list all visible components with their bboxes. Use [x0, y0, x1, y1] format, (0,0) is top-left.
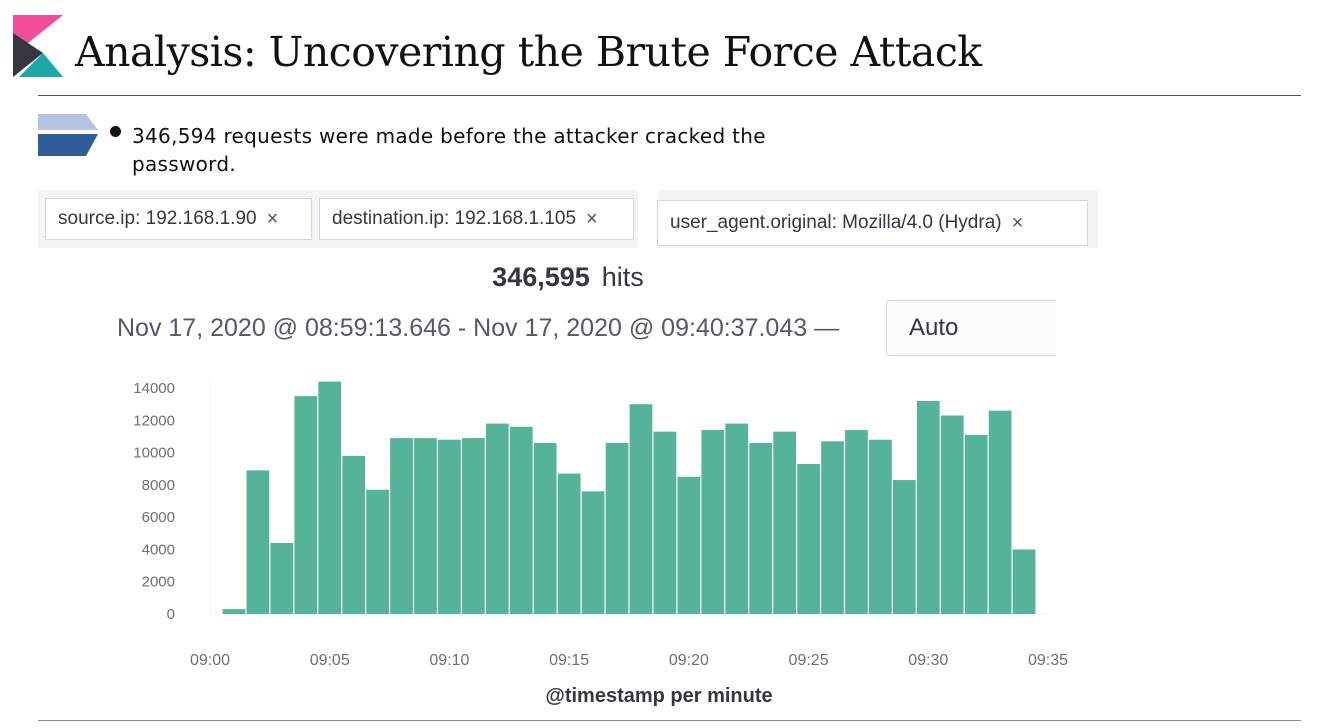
histogram-bar: [605, 442, 629, 614]
kibana-logo-icon: [13, 15, 63, 77]
bullet-dot: [110, 126, 121, 137]
hits-count: 346,595 hits: [38, 262, 1098, 293]
filter-pill-source-ip[interactable]: source.ip: 192.168.1.90 ×: [45, 198, 312, 240]
slide-title: Analysis: Uncovering the Brute Force Att…: [75, 28, 982, 76]
histogram-bar: [222, 609, 246, 614]
histogram-bar: [366, 489, 389, 614]
x-axis-title: @timestamp per minute: [545, 685, 772, 707]
filter-bar: source.ip: 192.168.1.90 × destination.ip…: [38, 190, 1098, 248]
histogram-bar: [318, 381, 342, 614]
histogram-bar: [653, 431, 677, 614]
x-tick-label: 09:00: [190, 652, 230, 669]
close-icon[interactable]: ×: [1011, 211, 1024, 234]
histogram-bar: [677, 476, 701, 614]
histogram-bar: [845, 430, 868, 614]
histogram-bar: [749, 442, 773, 614]
histogram-chart: 0 2000 4000 6000 8000 10000 12000 14000 09:00 09:…: [133, 378, 1068, 707]
histogram-bar: [940, 415, 964, 614]
x-tick-label: 09:20: [669, 652, 709, 669]
close-icon[interactable]: ×: [266, 207, 279, 230]
y-tick-label: 0: [167, 606, 175, 623]
interval-select[interactable]: Auto: [886, 300, 1056, 356]
histogram-bar: [988, 410, 1012, 614]
histogram-bar: [414, 438, 437, 614]
histogram-bar: [342, 455, 366, 614]
histogram-bar: [485, 423, 509, 614]
x-tick-label: 09:35: [1028, 652, 1068, 669]
y-tick-label: 10000: [133, 445, 175, 462]
histogram-bar: [438, 439, 461, 614]
histogram-bar: [725, 423, 749, 614]
kibana-screenshot: source.ip: 192.168.1.90 × destination.ip…: [38, 190, 1098, 720]
histogram-bar: [869, 439, 892, 614]
filter-label: destination.ip: 192.168.1.105: [332, 208, 577, 229]
bullet-text: 346,594 requests were made before the at…: [132, 124, 766, 176]
histogram-bar: [629, 404, 653, 614]
y-tick-label: 2000: [142, 574, 175, 591]
histogram-bar: [964, 434, 988, 614]
time-range: Nov 17, 2020 @ 08:59:13.646 - Nov 17, 20…: [117, 314, 840, 342]
hits-number: 346,595: [492, 262, 590, 292]
y-tick-label: 6000: [142, 509, 175, 526]
y-tick-label: 8000: [142, 477, 175, 494]
y-tick-label: 14000: [133, 380, 175, 397]
histogram-bar: [533, 442, 557, 614]
histogram-bar: [390, 438, 413, 614]
bottom-divider: [38, 720, 1301, 721]
filter-label: user_agent.original: Mozilla/4.0 (Hydra): [670, 212, 1002, 233]
histogram-bar: [509, 426, 533, 614]
histogram-bar: [916, 400, 940, 614]
histogram-bar: [294, 396, 318, 614]
x-tick-label: 09:10: [429, 652, 469, 669]
filter-pill-user-agent[interactable]: user_agent.original: Mozilla/4.0 (Hydra)…: [657, 200, 1088, 246]
bullet-arrow-icon: [38, 114, 98, 156]
histogram-bar: [462, 438, 485, 614]
close-icon[interactable]: ×: [586, 207, 598, 230]
filter-pill-destination-ip[interactable]: destination.ip: 192.168.1.105 ×: [319, 198, 634, 240]
histogram-bar: [581, 491, 605, 614]
histogram-bar: [892, 480, 916, 614]
hits-label: hits: [601, 262, 644, 292]
histogram-bar: [821, 441, 844, 614]
histogram-bar: [701, 430, 725, 614]
y-tick-label: 4000: [142, 541, 175, 558]
histogram-bar: [773, 431, 796, 614]
x-tick-label: 09:25: [789, 652, 829, 669]
x-tick-label: 09:30: [908, 652, 948, 669]
histogram-bar: [1012, 549, 1036, 614]
histogram-bar: [557, 473, 581, 614]
histogram-bar: [246, 470, 270, 614]
histogram-bar: [270, 542, 294, 614]
y-tick-label: 12000: [133, 412, 175, 429]
filter-label: source.ip: 192.168.1.90: [58, 208, 257, 229]
x-tick-label: 09:15: [549, 652, 589, 669]
x-tick-label: 09:05: [310, 652, 350, 669]
title-divider: [38, 95, 1301, 96]
histogram-bar: [797, 463, 820, 614]
